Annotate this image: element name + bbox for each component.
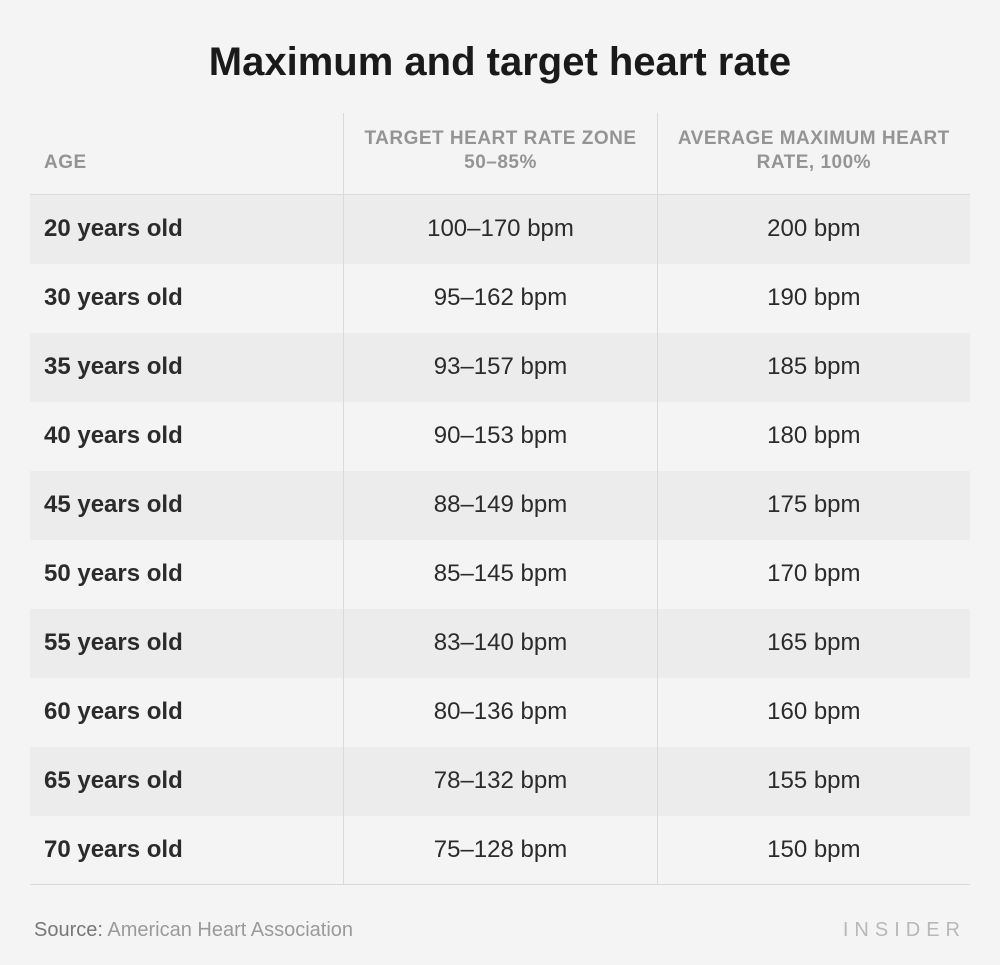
cell-age: 70 years old (30, 816, 343, 884)
cell-age: 50 years old (30, 540, 343, 609)
cell-age: 20 years old (30, 195, 343, 264)
table-row: 40 years old90–153 bpm180 bpm (30, 402, 970, 471)
table-header-row: AGE TARGET HEART RATE ZONE 50–85% AVERAG… (30, 113, 970, 195)
cell-target-zone: 85–145 bpm (343, 540, 656, 609)
table-row: 70 years old75–128 bpm150 bpm (30, 816, 970, 885)
source-label: Source: (34, 919, 103, 941)
cell-age: 40 years old (30, 402, 343, 471)
heart-rate-table: AGE TARGET HEART RATE ZONE 50–85% AVERAG… (30, 113, 970, 885)
cell-target-zone: 100–170 bpm (343, 195, 656, 264)
cell-target-zone: 90–153 bpm (343, 402, 656, 471)
cell-target-zone: 80–136 bpm (343, 678, 656, 747)
table-row: 30 years old95–162 bpm190 bpm (30, 264, 970, 333)
table-row: 35 years old93–157 bpm185 bpm (30, 333, 970, 402)
table-row: 55 years old83–140 bpm165 bpm (30, 609, 970, 678)
cell-age: 60 years old (30, 678, 343, 747)
cell-target-zone: 83–140 bpm (343, 609, 656, 678)
cell-max-rate: 150 bpm (657, 816, 970, 884)
cell-max-rate: 200 bpm (657, 195, 970, 264)
page-title: Maximum and target heart rate (30, 40, 970, 85)
cell-max-rate: 175 bpm (657, 471, 970, 540)
source-text: American Heart Association (107, 919, 353, 941)
cell-age: 65 years old (30, 747, 343, 816)
cell-target-zone: 88–149 bpm (343, 471, 656, 540)
cell-age: 30 years old (30, 264, 343, 333)
table-row: 20 years old100–170 bpm200 bpm (30, 195, 970, 264)
cell-age: 45 years old (30, 471, 343, 540)
table-header-target: TARGET HEART RATE ZONE 50–85% (343, 113, 656, 194)
cell-max-rate: 170 bpm (657, 540, 970, 609)
cell-age: 35 years old (30, 333, 343, 402)
cell-max-rate: 190 bpm (657, 264, 970, 333)
cell-max-rate: 160 bpm (657, 678, 970, 747)
table-row: 60 years old80–136 bpm160 bpm (30, 678, 970, 747)
cell-target-zone: 78–132 bpm (343, 747, 656, 816)
cell-age: 55 years old (30, 609, 343, 678)
footer: Source: American Heart Association INSID… (30, 919, 970, 942)
table-row: 50 years old85–145 bpm170 bpm (30, 540, 970, 609)
table-header-age: AGE (30, 137, 343, 193)
cell-max-rate: 185 bpm (657, 333, 970, 402)
cell-max-rate: 180 bpm (657, 402, 970, 471)
cell-max-rate: 155 bpm (657, 747, 970, 816)
table-row: 45 years old88–149 bpm175 bpm (30, 471, 970, 540)
source-citation: Source: American Heart Association (34, 919, 353, 942)
cell-target-zone: 95–162 bpm (343, 264, 656, 333)
cell-max-rate: 165 bpm (657, 609, 970, 678)
cell-target-zone: 93–157 bpm (343, 333, 656, 402)
table-header-max: AVERAGE MAXIMUM HEART RATE, 100% (657, 113, 970, 194)
table-row: 65 years old78–132 bpm155 bpm (30, 747, 970, 816)
brand-logo: INSIDER (843, 919, 966, 942)
cell-target-zone: 75–128 bpm (343, 816, 656, 884)
